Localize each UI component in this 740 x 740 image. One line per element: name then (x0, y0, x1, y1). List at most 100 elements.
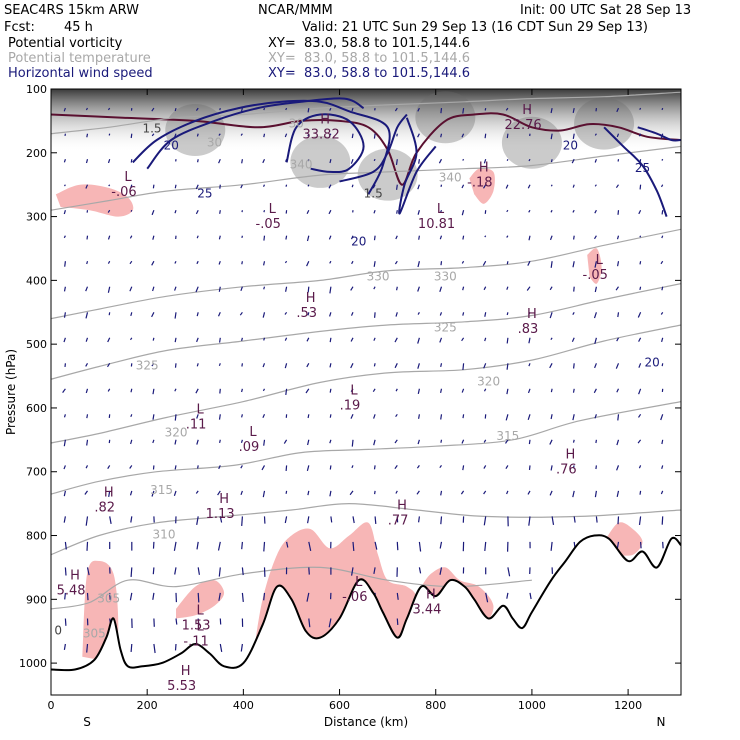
wind-vector (86, 133, 89, 138)
wind-vector (329, 388, 332, 393)
wind-vector (307, 490, 310, 496)
wind-vector (64, 541, 67, 550)
wind-vector (107, 107, 111, 111)
theta-contour-330 (51, 228, 681, 320)
contour-label-wind: 20 (164, 139, 179, 153)
wind-contour-20 (603, 126, 668, 217)
wind-vector (64, 592, 66, 600)
wind-vector (151, 490, 155, 497)
wind-vector (351, 107, 354, 112)
wind-vector (151, 260, 155, 266)
wind-vector (352, 541, 355, 551)
x-tick-label: 200 (137, 699, 158, 712)
extremum-kind: H (565, 447, 575, 462)
wind-vector (616, 388, 620, 393)
wind-vector (527, 388, 531, 394)
wind-vector (484, 337, 487, 342)
wind-vector (85, 388, 89, 394)
wind-vector (218, 567, 221, 577)
wind-vector (528, 235, 531, 241)
x-tick-label: 800 (425, 699, 446, 712)
plot-frame (50, 88, 682, 696)
wind-vector (63, 516, 66, 523)
wind-vector (284, 363, 288, 369)
wind-vector (572, 490, 575, 498)
extremum-label-high: H5.48 (57, 569, 86, 599)
wind-vector (572, 133, 575, 140)
wind-vector (219, 643, 223, 653)
wind-vector (373, 235, 376, 241)
wind-vector (462, 363, 465, 371)
wind-vector (396, 286, 398, 291)
wind-vector (218, 235, 221, 240)
wind-vector (285, 286, 288, 292)
wind-vector (152, 286, 155, 292)
wind-vector (549, 439, 553, 445)
wind-vector (373, 567, 376, 575)
contour-label-theta: 340 (439, 170, 462, 184)
extremum-kind: H (527, 307, 537, 322)
extremum-value: -.05 (256, 217, 281, 232)
wind-vector (550, 388, 553, 393)
theta-contour-320 (51, 324, 681, 444)
contour-label-theta: 305 (83, 627, 106, 641)
legend-theta-xy: XY= 83.0, 58.8 to 101.5,144.6 (268, 51, 471, 66)
wind-vector (284, 516, 288, 524)
x-tick-label: 400 (233, 699, 254, 712)
wind-vector (639, 286, 642, 291)
wind-vector (241, 541, 243, 550)
wind-vector (528, 363, 531, 367)
wind-vector (108, 312, 111, 316)
wind-vector (107, 159, 111, 164)
wind-vector (285, 107, 288, 111)
extremum-value: -.06 (111, 185, 136, 200)
wind-vector (617, 516, 620, 525)
wind-vector (350, 363, 354, 369)
wind-vector (285, 388, 288, 395)
wind-vector (263, 286, 266, 290)
extremum-value: .83 (518, 322, 539, 337)
extremum-kind: H (70, 569, 80, 584)
wind-vector (639, 184, 642, 190)
wind-vector (308, 541, 312, 552)
wind-vector (573, 235, 575, 240)
extremum-value: .82 (94, 501, 115, 516)
wind-vector (462, 235, 465, 240)
wind-vector (306, 209, 310, 214)
wind-vector (505, 465, 509, 470)
wind-vector (262, 184, 266, 187)
x-end-label-north: N (657, 715, 666, 729)
extremum-label-high: H.77 (388, 498, 409, 528)
wind-vector (306, 337, 310, 342)
wind-vector (373, 158, 376, 162)
wind-vector (617, 261, 620, 267)
wind-vector (616, 337, 620, 342)
wind-vector (506, 490, 509, 495)
wind-vector (439, 312, 443, 316)
wind-vector (460, 490, 465, 495)
wind-vector (85, 286, 89, 292)
wind-vector (195, 107, 199, 111)
wind-vector (440, 388, 443, 394)
theta-contour-305 (51, 566, 532, 610)
wind-vector (241, 363, 243, 367)
wind-vector (483, 439, 487, 443)
wind-vector (63, 286, 66, 292)
wind-vector (62, 388, 66, 393)
wind-vector (152, 567, 155, 575)
wind-vector (638, 388, 642, 395)
wind-vector (130, 567, 133, 577)
wind-vector (350, 388, 354, 393)
wind-vector (151, 133, 155, 137)
wind-vector (197, 159, 199, 163)
wind-vector (63, 439, 66, 447)
wind-vector (219, 184, 221, 189)
wind-vector (240, 465, 243, 469)
wind-vector (85, 159, 89, 164)
contour-label-theta: 320 (165, 426, 188, 440)
wind-vector (640, 541, 642, 549)
wind-vector (329, 260, 332, 264)
extremum-kind: L (596, 253, 604, 268)
wind-vector (395, 235, 398, 240)
wind-vector (263, 133, 266, 138)
